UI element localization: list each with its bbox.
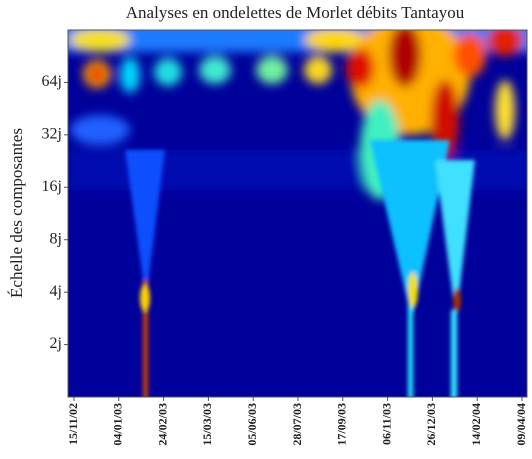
x-tick-label: 17/09/03 xyxy=(335,403,349,446)
x-tick-label: 15/03/03 xyxy=(200,403,214,446)
y-tick-label: 2j xyxy=(50,335,62,352)
y-tick-label: 32j xyxy=(42,126,62,143)
y-tick-label: 4j xyxy=(50,283,62,300)
x-tick-label: 28/07/03 xyxy=(290,403,304,446)
x-tick-label: 05/06/03 xyxy=(245,403,259,446)
y-axis-label: Échelle des composantes xyxy=(7,128,26,298)
x-tick-label: 14/02/04 xyxy=(469,403,483,446)
x-tick-label: 24/02/03 xyxy=(155,403,169,446)
y-tick-label: 16j xyxy=(42,178,62,195)
heatmap xyxy=(68,30,527,397)
chart-title: Analyses en ondelettes de Morlet débits … xyxy=(126,3,465,22)
x-tick-label: 06/11/03 xyxy=(379,403,393,445)
x-tick-label: 09/04/04 xyxy=(514,403,528,446)
x-tick-label: 26/12/03 xyxy=(424,403,438,446)
x-tick-label: 04/01/03 xyxy=(111,403,125,446)
x-tick-label: 15/11/02 xyxy=(66,403,80,445)
y-tick-label: 8j xyxy=(50,230,62,247)
y-tick-label: 64j xyxy=(42,73,62,90)
